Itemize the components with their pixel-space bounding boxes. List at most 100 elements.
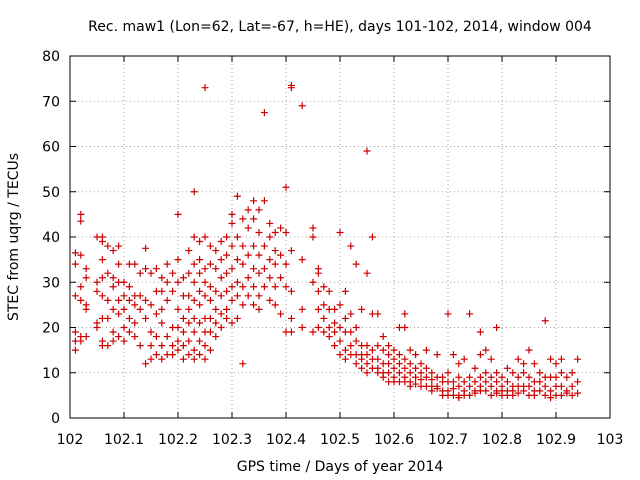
data-point [163, 260, 171, 268]
data-point [250, 197, 258, 205]
data-point [174, 278, 182, 286]
data-point [298, 102, 306, 110]
data-point [433, 351, 441, 359]
data-point [136, 305, 144, 313]
data-point [401, 355, 409, 363]
y-tick-label: 0 [51, 411, 60, 427]
data-point [568, 369, 576, 377]
data-point [196, 319, 204, 327]
data-point [455, 394, 463, 402]
data-point [487, 382, 495, 390]
data-point [233, 256, 241, 264]
data-point [525, 382, 533, 390]
data-point [223, 305, 231, 313]
data-point [109, 305, 117, 313]
data-point [196, 238, 204, 246]
data-point [449, 378, 457, 386]
data-point [509, 369, 517, 377]
data-point [552, 373, 560, 381]
data-point [98, 274, 106, 282]
data-point [547, 355, 555, 363]
data-point [190, 314, 198, 322]
data-point [233, 292, 241, 300]
data-point [147, 342, 155, 350]
data-point [520, 387, 528, 395]
data-point [174, 305, 182, 313]
data-point [196, 256, 204, 264]
x-tick-label: 102.9 [536, 432, 576, 448]
data-point [196, 351, 204, 359]
data-point [363, 147, 371, 155]
data-point [314, 305, 322, 313]
data-point [179, 314, 187, 322]
y-tick-label: 50 [42, 185, 60, 201]
data-point [358, 305, 366, 313]
data-point [77, 296, 85, 304]
data-point [93, 278, 101, 286]
data-point [428, 387, 436, 395]
data-point [77, 217, 85, 225]
data-point [239, 360, 247, 368]
data-point [525, 373, 533, 381]
data-point [568, 391, 576, 399]
data-point [201, 355, 209, 363]
data-point [460, 378, 468, 386]
data-point [287, 328, 295, 336]
data-point [244, 224, 252, 232]
data-point [125, 296, 133, 304]
data-point [98, 292, 106, 300]
data-point [347, 328, 355, 336]
data-point [93, 324, 101, 331]
data-point [482, 387, 490, 395]
data-point [476, 351, 484, 359]
data-point [201, 84, 209, 92]
data-point [401, 310, 409, 318]
data-point [223, 314, 231, 322]
data-point [255, 292, 263, 300]
data-point [158, 274, 166, 282]
data-point [217, 238, 225, 246]
data-point [352, 260, 360, 268]
data-point [466, 373, 474, 381]
data-point [77, 210, 85, 218]
data-point [460, 355, 468, 363]
data-point [260, 197, 268, 205]
data-point [412, 351, 420, 359]
y-tick-label: 20 [42, 321, 60, 337]
data-point [185, 292, 193, 300]
data-point [514, 389, 522, 397]
data-point [206, 260, 214, 268]
data-point [374, 355, 382, 363]
data-point [109, 247, 117, 255]
y-tick-label: 80 [42, 49, 60, 65]
data-point [352, 360, 360, 368]
data-point [309, 328, 317, 336]
data-point [212, 333, 220, 341]
data-point [142, 244, 150, 252]
data-point [174, 256, 182, 264]
data-point [223, 233, 231, 241]
data-points [71, 81, 582, 402]
data-point [379, 333, 387, 341]
data-point [131, 301, 139, 309]
data-point [455, 360, 463, 368]
data-point [417, 369, 425, 377]
data-point [331, 319, 339, 327]
data-point [320, 328, 328, 336]
data-point [142, 265, 150, 273]
data-point [428, 376, 436, 384]
data-point [547, 394, 555, 402]
data-point [466, 382, 474, 390]
data-point [244, 292, 252, 300]
data-point [185, 269, 193, 277]
data-point [104, 314, 112, 322]
data-point [412, 364, 420, 372]
data-point [390, 355, 398, 363]
data-point [147, 301, 155, 309]
data-point [493, 369, 501, 377]
data-point [233, 192, 241, 200]
data-point [574, 378, 582, 386]
data-point [363, 369, 371, 377]
data-point [71, 260, 79, 268]
data-point [363, 351, 371, 359]
